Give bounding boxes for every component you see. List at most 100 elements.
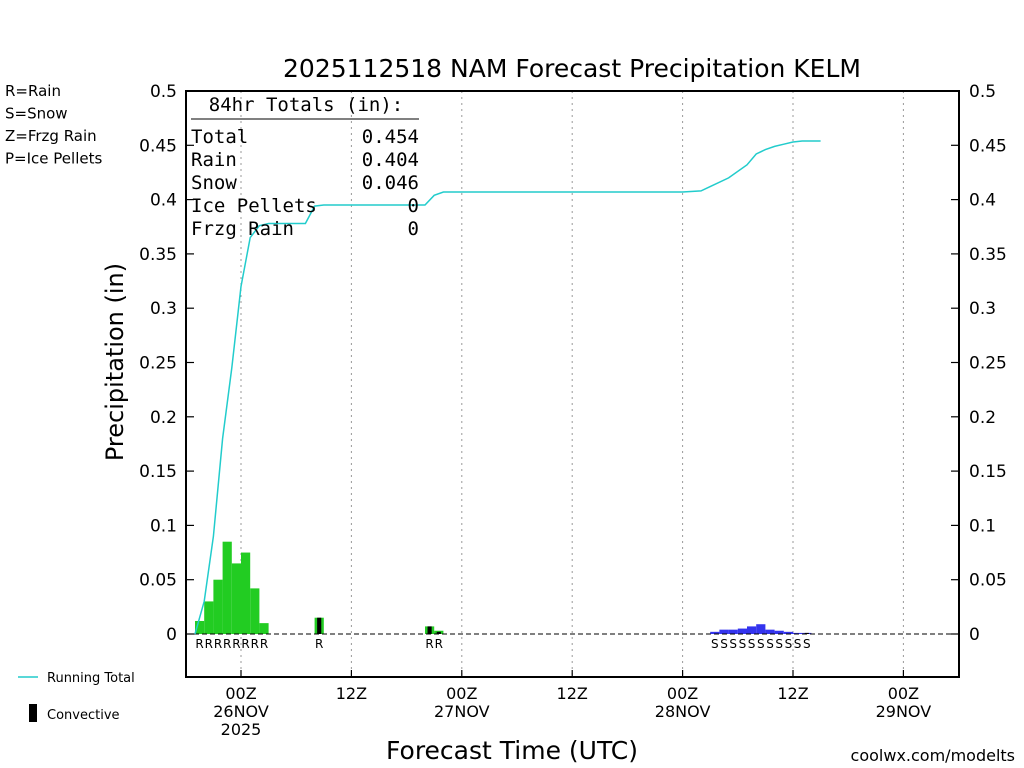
- y-tick-label-right: 0.2: [969, 408, 996, 428]
- totals-row-value: 0: [408, 195, 419, 217]
- y-tick-label-right: 0.15: [969, 462, 1007, 482]
- precip-type-marker: S: [803, 637, 811, 651]
- precip-bar: [783, 631, 793, 634]
- grid-lines: [240, 91, 904, 677]
- x-tick-label: 00Z: [888, 684, 919, 703]
- precip-type-marker: S: [748, 637, 756, 651]
- y-tick-label-left: 0.2: [150, 408, 177, 428]
- totals-row-label: Ice Pellets: [191, 195, 317, 217]
- precip-bar: [231, 563, 241, 634]
- convective-bar: [427, 626, 432, 634]
- y-tick-label-right: 0: [969, 625, 980, 645]
- precip-type-marker: R: [205, 637, 213, 651]
- precip-bar: [719, 629, 729, 634]
- precip-type-marker: R: [260, 637, 268, 651]
- y-tick-label-left: 0.05: [139, 571, 177, 591]
- precip-type-marker: R: [251, 637, 259, 651]
- y-tick-label-left: 0.1: [150, 516, 177, 536]
- precip-bar: [765, 629, 775, 634]
- x-axis-label: Forecast Time (UTC): [386, 736, 638, 765]
- precip-type-marker: R: [232, 637, 240, 651]
- precip-type-marker: S: [785, 637, 793, 651]
- totals-row-label: Total: [191, 126, 248, 148]
- convective-legend-swatch: [29, 704, 37, 722]
- precip-bar: [241, 552, 251, 634]
- running-total-legend-label: Running Total: [47, 671, 135, 686]
- totals-row-value: 0.454: [362, 126, 419, 148]
- y-tick-label-right: 0.35: [969, 245, 1007, 265]
- precip-type-marker: S: [720, 637, 728, 651]
- precip-type-marker: R: [241, 637, 249, 651]
- totals-row-value: 0: [408, 218, 419, 240]
- y-tick-label-right: 0.05: [969, 571, 1007, 591]
- y-tick-label-right: 0.3: [969, 299, 996, 319]
- bar-layer: [195, 541, 812, 634]
- precip-type-marker: S: [729, 637, 737, 651]
- x-tick-label: 27NOV: [434, 702, 490, 721]
- precip-type-marker: R: [315, 637, 323, 651]
- y-tick-label-right: 0.25: [969, 354, 1007, 374]
- y-tick-label-right: 0.4: [969, 191, 996, 211]
- credit-text: coolwx.com/modelts: [851, 746, 1015, 765]
- chart-title: 2025112518 NAM Forecast Precipitation KE…: [283, 54, 861, 83]
- totals-row-label: Snow: [191, 172, 237, 194]
- x-tick-label: 00Z: [446, 684, 477, 703]
- precip-bar: [195, 620, 205, 634]
- type-legend-item: R=Rain: [5, 82, 61, 100]
- precip-bar: [259, 623, 269, 634]
- totals-row-label: Frzg Rain: [191, 218, 294, 240]
- y-tick-label-left: 0.35: [139, 245, 177, 265]
- running-total-line: [194, 140, 821, 635]
- precip-type-marker: S: [757, 637, 765, 651]
- precip-type-marker: S: [711, 637, 719, 651]
- precip-type-marker: S: [794, 637, 802, 651]
- y-tick-label-left: 0.4: [150, 191, 177, 211]
- precip-bar: [213, 579, 223, 634]
- x-tick-label: 00Z: [667, 684, 698, 703]
- x-tick-label: 12Z: [557, 684, 588, 703]
- type-legend-item: Z=Frzg Rain: [5, 127, 97, 145]
- convective-bar: [804, 632, 809, 634]
- convective-legend-label: Convective: [47, 708, 120, 723]
- y-tick-label-right: 0.45: [969, 136, 1007, 156]
- y-tick-label-left: 0.25: [139, 354, 177, 374]
- y-tick-label-left: 0.15: [139, 462, 177, 482]
- precip-bar: [710, 631, 720, 634]
- plot-frame: [185, 90, 960, 678]
- y-axis-ticks: 0 00.05 0.050.1 0.10.15 0.150.2 0.20.25 0.250.…: [139, 82, 1007, 645]
- x-tick-label: 26NOV: [213, 702, 269, 721]
- x-tick-label: 2025: [221, 720, 262, 739]
- totals-heading: 84hr Totals (in):: [209, 94, 403, 116]
- convective-bar: [317, 617, 322, 634]
- convective-legend: Convective: [29, 704, 120, 723]
- precip-type-marker: R: [223, 637, 231, 651]
- precip-type-marker: R: [195, 637, 203, 651]
- precip-bar: [728, 629, 738, 634]
- precip-type-legend: R=Rain S=Snow Z=Frzg Rain P=Ice Pellets: [5, 82, 102, 168]
- y-tick-label-left: 0.45: [139, 136, 177, 156]
- totals-row-label: Rain: [191, 149, 237, 171]
- y-tick-label-left: 0.5: [150, 82, 177, 102]
- y-tick-label-left: 0: [166, 625, 177, 645]
- x-tick-label: 29NOV: [876, 702, 932, 721]
- precip-type-marker: S: [766, 637, 774, 651]
- convective-bar: [436, 631, 441, 634]
- precip-bar: [793, 632, 803, 634]
- precip-type-marker: R: [214, 637, 222, 651]
- y-tick-label-right: 0.5: [969, 82, 996, 102]
- precip-bar: [250, 588, 260, 634]
- precip-bar: [774, 630, 784, 634]
- x-tick-label: 12Z: [336, 684, 367, 703]
- totals-row-value: 0.404: [362, 149, 419, 171]
- type-legend-item: P=Ice Pellets: [5, 150, 102, 168]
- precip-bar: [222, 541, 232, 634]
- totals-row-value: 0.046: [362, 172, 419, 194]
- x-tick-label: 12Z: [777, 684, 808, 703]
- x-tick-label: 28NOV: [655, 702, 711, 721]
- y-axis-label: Precipitation (in): [101, 263, 129, 461]
- precip-bar: [204, 601, 214, 634]
